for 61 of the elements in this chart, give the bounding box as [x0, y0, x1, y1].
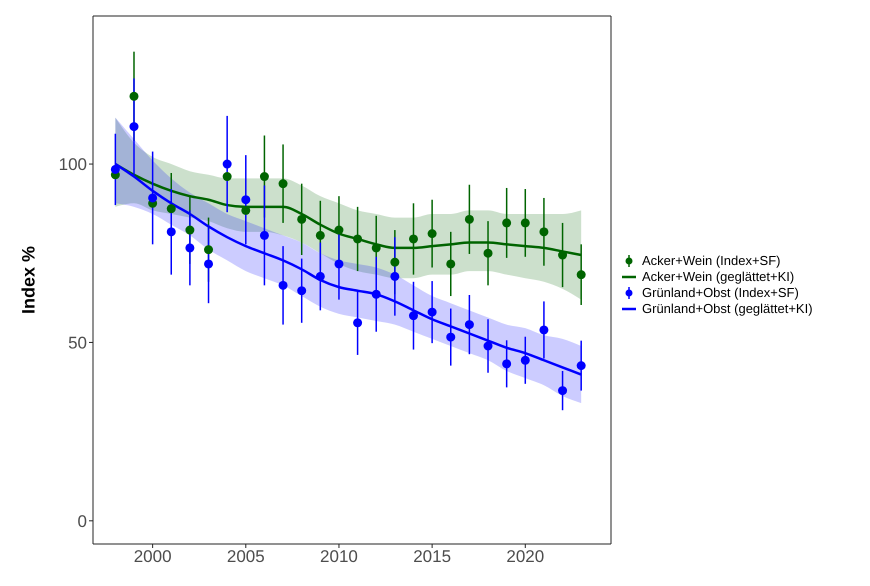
point — [316, 272, 325, 281]
point — [539, 227, 548, 236]
point — [260, 172, 269, 182]
legend-label: Acker+Wein (Index+SF) — [642, 253, 780, 269]
x-tick-label: 2005 — [226, 547, 265, 566]
point — [539, 325, 548, 334]
point — [129, 122, 138, 132]
point — [484, 248, 493, 258]
y-tick-label: 0 — [78, 512, 87, 531]
point — [222, 172, 232, 182]
point — [408, 311, 418, 320]
point — [464, 214, 474, 224]
point — [502, 359, 512, 368]
point — [185, 243, 194, 252]
point — [428, 229, 437, 238]
point — [353, 318, 362, 328]
point — [520, 356, 530, 365]
point — [129, 92, 138, 101]
legend-label: Acker+Wein (geglättet+KI) — [642, 269, 794, 285]
point — [446, 332, 456, 342]
point — [372, 290, 381, 299]
point — [428, 308, 437, 317]
point — [297, 214, 306, 224]
point — [166, 227, 176, 236]
point — [278, 280, 288, 290]
x-tick-label: 2015 — [413, 547, 452, 566]
x-tick-label: 2010 — [320, 547, 358, 566]
point — [334, 259, 344, 268]
legend-label: Grünland+Obst (Index+SF) — [642, 285, 799, 301]
y-tick-label: 50 — [68, 333, 87, 352]
legend-label: Grünland+Obst (geglättet+KI) — [642, 301, 813, 317]
point — [110, 164, 120, 174]
point — [520, 218, 530, 228]
point — [185, 226, 194, 235]
point — [166, 204, 176, 214]
point — [260, 230, 269, 240]
point — [204, 245, 214, 254]
point — [576, 270, 586, 280]
point — [576, 361, 586, 370]
point — [278, 179, 288, 188]
point — [297, 286, 306, 296]
point — [558, 386, 568, 396]
y-axis-title: Index % — [18, 246, 38, 314]
point — [148, 193, 158, 202]
point — [390, 258, 400, 267]
point — [316, 230, 325, 240]
x-tick-label: 2020 — [506, 547, 544, 566]
point — [502, 218, 512, 228]
x-tick-label: 2000 — [134, 547, 172, 566]
y-tick-label: 100 — [58, 155, 87, 174]
point — [353, 234, 362, 244]
point — [241, 206, 250, 215]
point — [334, 226, 344, 235]
point — [484, 342, 493, 350]
point — [464, 320, 474, 330]
point — [408, 234, 418, 244]
point — [390, 272, 400, 281]
point — [241, 195, 250, 204]
point — [204, 259, 214, 268]
point — [446, 259, 456, 268]
point — [222, 160, 232, 169]
